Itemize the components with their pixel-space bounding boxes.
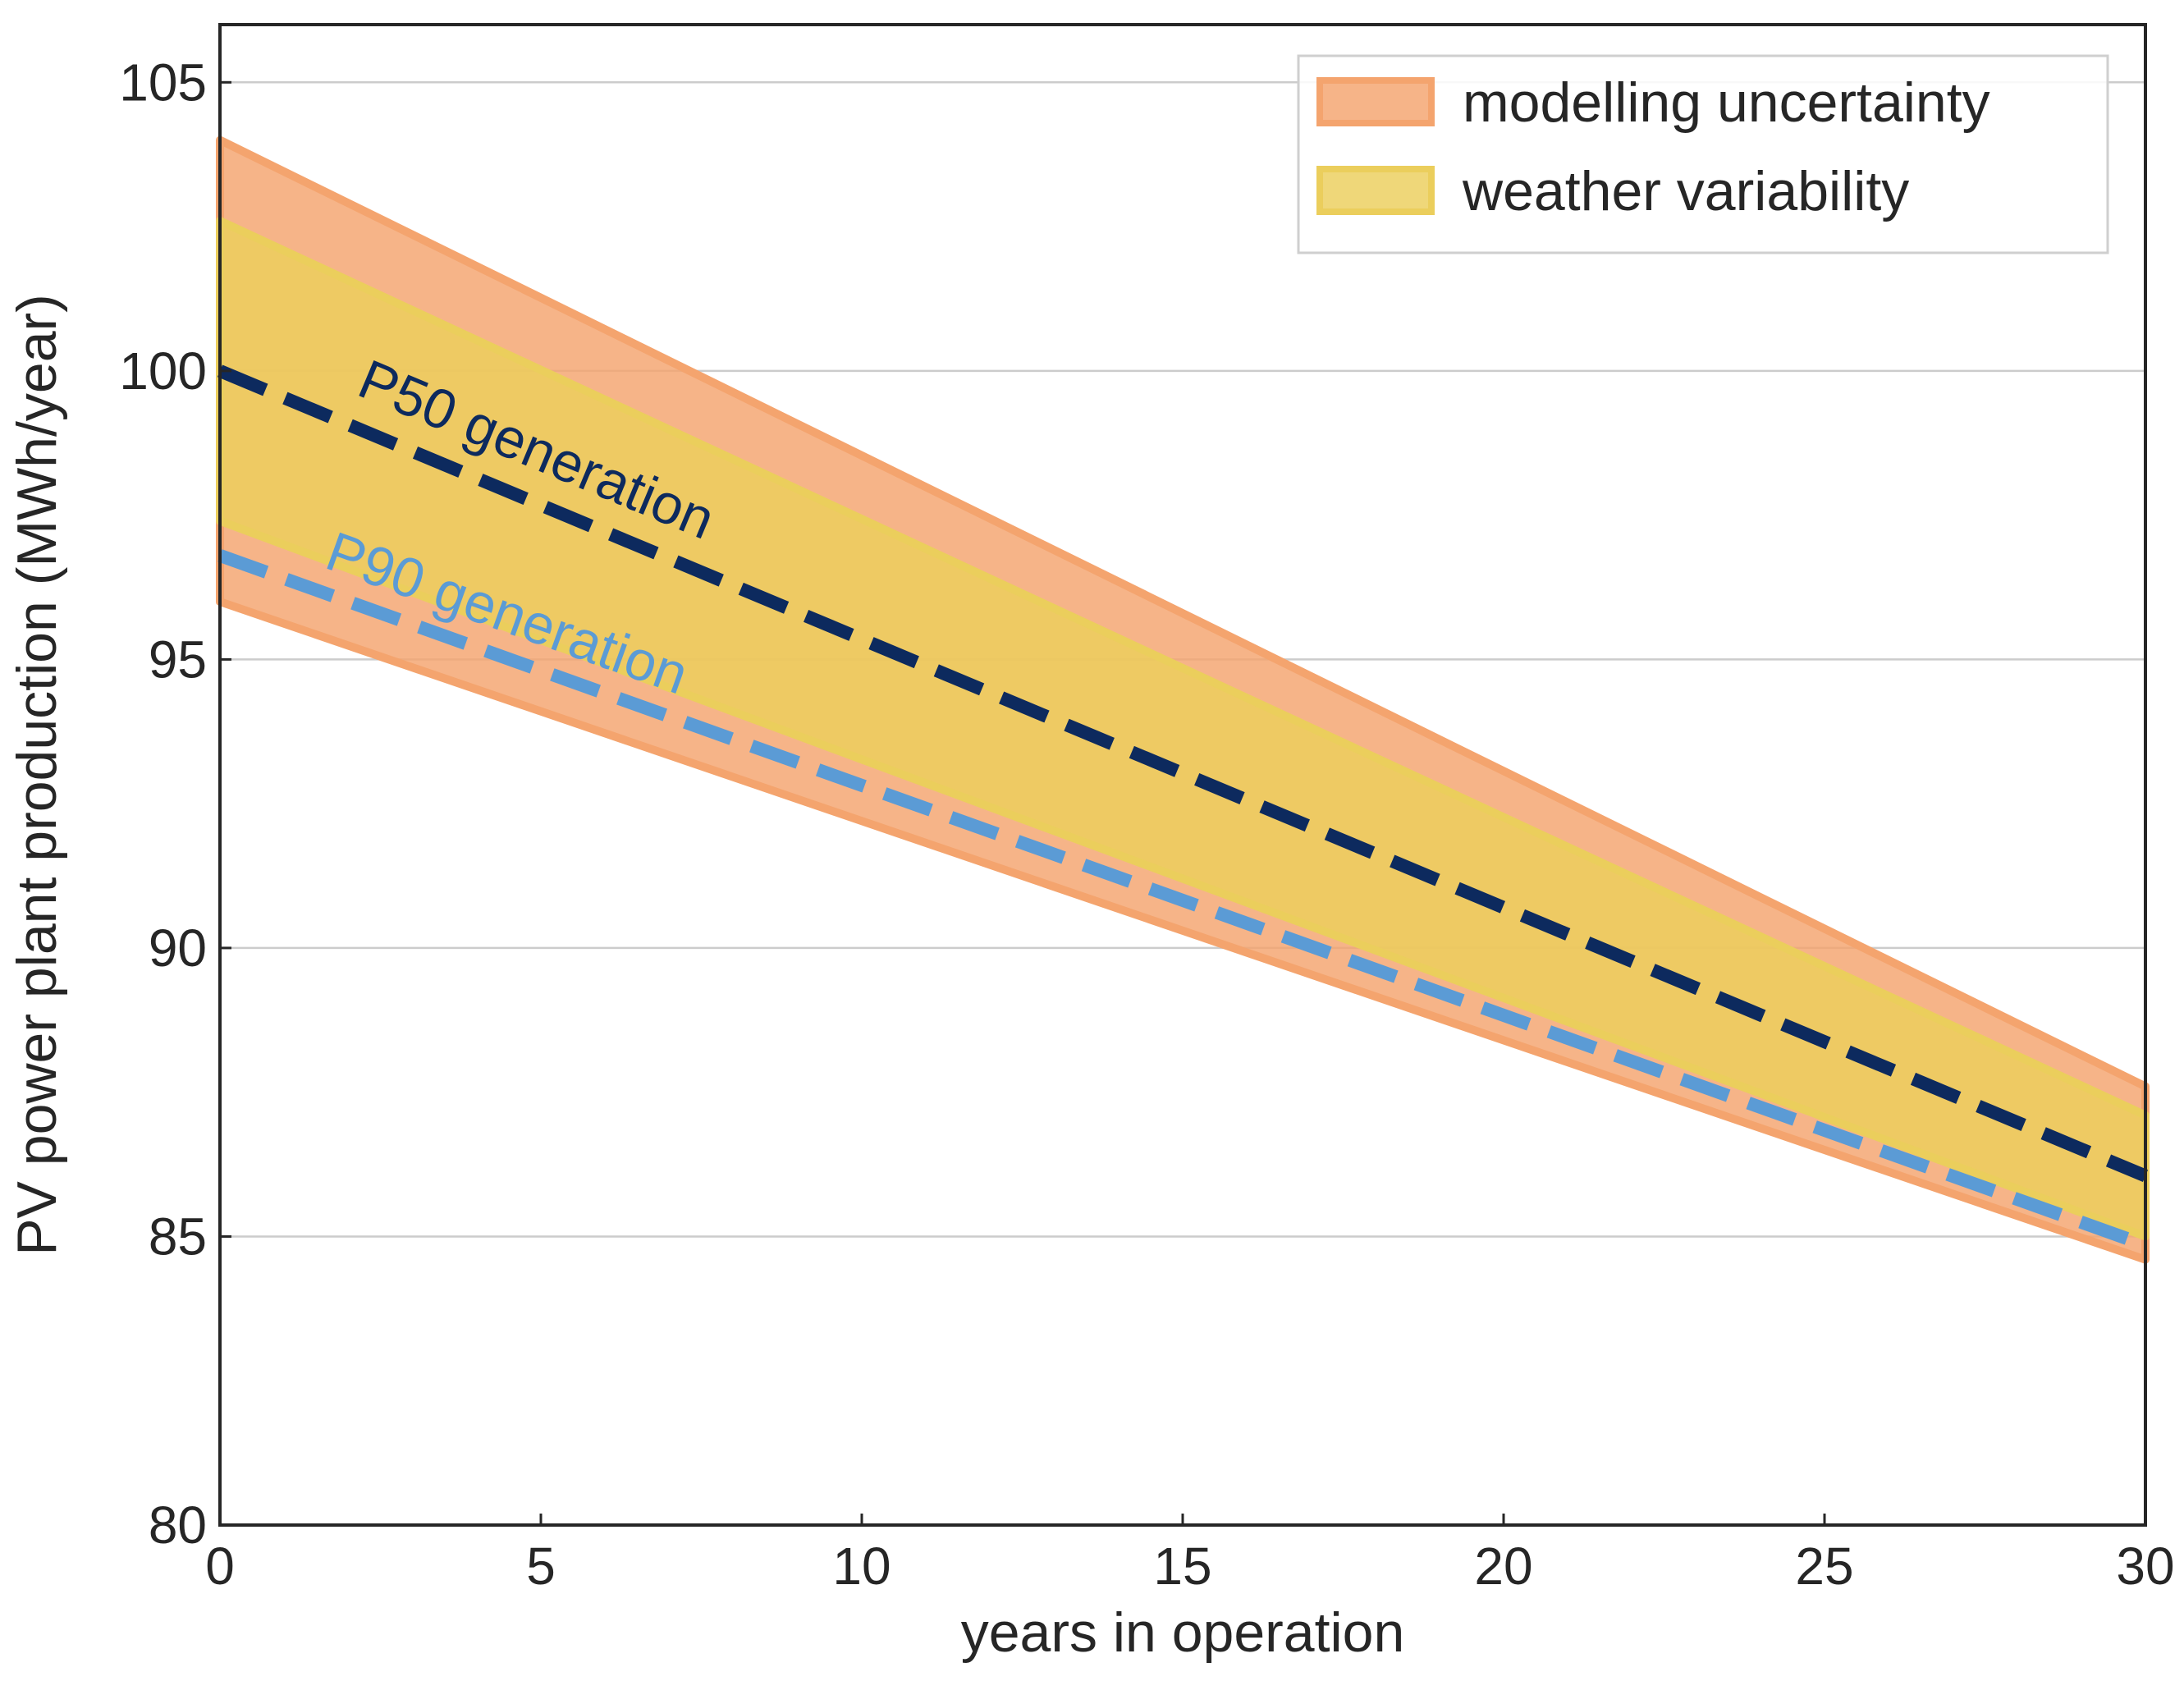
series-lines <box>217 364 2149 1252</box>
x-axis-label: years in operation <box>961 1601 1405 1664</box>
line-p50-generation <box>217 364 2149 1183</box>
uncertainty-bands <box>216 135 2150 1264</box>
x-tick-label-5: 5 <box>526 1537 556 1596</box>
x-tick-label-25: 25 <box>1795 1537 1853 1596</box>
x-tick-label-30: 30 <box>2116 1537 2174 1596</box>
x-tick-label-20: 20 <box>1474 1537 1532 1596</box>
x-tick-label-0: 0 <box>205 1537 235 1596</box>
legend-label-modelling-uncertainty: modelling uncertainty <box>1463 71 1990 134</box>
y-axis-label: PV power plant production (MWh/year) <box>6 294 68 1256</box>
band-weather-variability <box>216 217 2150 1241</box>
y-tick-label-80: 80 <box>149 1495 207 1555</box>
y-tick-label-95: 95 <box>149 630 207 689</box>
y-tick-label-90: 90 <box>149 918 207 978</box>
y-tick-label-85: 85 <box>149 1207 207 1266</box>
axis-ticks: 0 5 10 15 20 25 30 80 85 90 95 100 105 <box>119 53 2174 1596</box>
legend: modelling uncertainty weather variability <box>1297 54 2109 254</box>
legend-swatch-weather-variability <box>1316 166 1435 215</box>
legend-label-weather-variability: weather variability <box>1462 160 1909 222</box>
x-tick-label-15: 15 <box>1153 1537 1211 1596</box>
line-p90-generation <box>217 549 2148 1252</box>
x-tick-label-10: 10 <box>832 1537 891 1596</box>
y-tick-label-105: 105 <box>119 53 207 112</box>
y-tick-label-100: 100 <box>119 341 207 401</box>
legend-swatch-modelling-uncertainty <box>1316 77 1435 126</box>
